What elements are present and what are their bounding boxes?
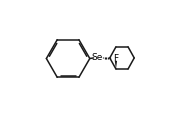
Text: Se: Se	[91, 53, 102, 62]
Polygon shape	[115, 61, 117, 69]
Text: F: F	[113, 54, 119, 63]
